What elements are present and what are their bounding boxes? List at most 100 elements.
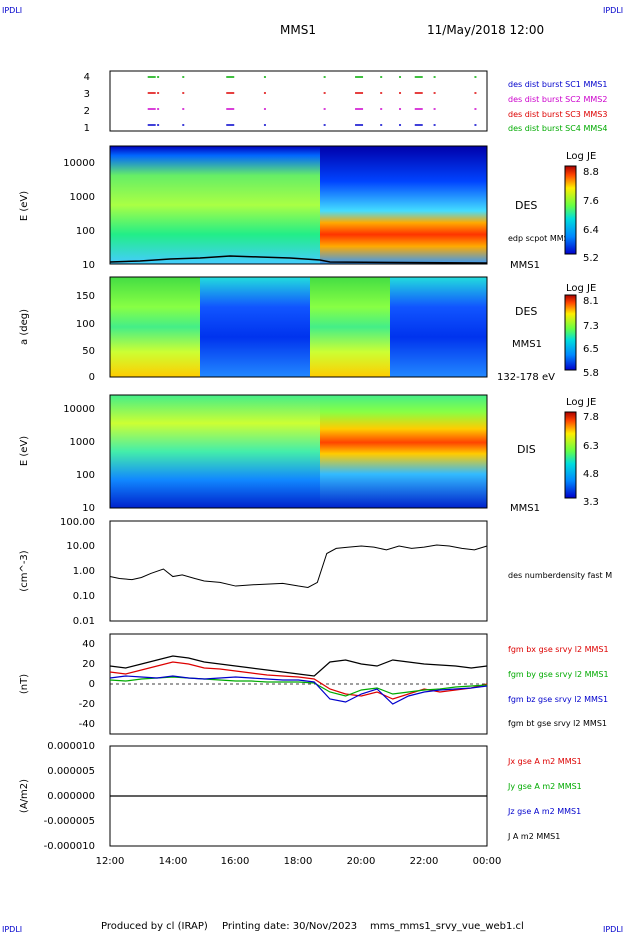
bfield-series-line bbox=[109, 675, 488, 705]
dis-energy-cbar-tick-3: 4.8 bbox=[583, 469, 599, 480]
pitch-cbar-tick-3: 6.5 bbox=[583, 344, 599, 355]
pitch-ytick-100: 100 bbox=[76, 319, 95, 330]
current-legend-jz: Jz gse A m2 MMS1 bbox=[507, 807, 581, 816]
dis-energy-cbar-tick-2: 6.3 bbox=[583, 441, 599, 452]
pitch-cbar-tick-4: 5.8 bbox=[583, 368, 599, 379]
current-ytick-pos10: 0.000010 bbox=[47, 741, 95, 752]
corner-label-top-left: IPDLI bbox=[2, 6, 22, 15]
current-ytick-neg10: -0.000010 bbox=[44, 841, 95, 852]
burst-legend-sc1: des dist burst SC1 MMS1 bbox=[508, 80, 607, 89]
dis-energy-sublabel: MMS1 bbox=[510, 503, 540, 514]
dis-energy-panel: 10000 1000 100 10 E (eV) DIS MMS1 Log JE… bbox=[19, 394, 599, 514]
dis-energy-region-2 bbox=[320, 395, 487, 508]
burst-ytick-1: 1 bbox=[84, 123, 90, 134]
des-energy-ytick-100: 100 bbox=[76, 226, 95, 237]
des-energy-ytick-10000: 10000 bbox=[63, 158, 95, 169]
pitch-ytick-0: 0 bbox=[89, 372, 95, 383]
pitch-region-4 bbox=[390, 277, 487, 377]
density-line bbox=[109, 544, 488, 588]
xtick-1400: 14:00 bbox=[159, 856, 188, 867]
pitch-region-1 bbox=[110, 277, 200, 377]
mission-title: MMS1 bbox=[280, 23, 316, 37]
dis-energy-ytick-1000: 1000 bbox=[70, 437, 95, 448]
bfield-lines bbox=[109, 655, 488, 705]
des-energy-label: DES bbox=[515, 199, 537, 212]
des-energy-ylabel: E (eV) bbox=[19, 191, 30, 221]
burst-legend-sc2: des dist burst SC2 MMS2 bbox=[508, 95, 607, 104]
des-energy-cbar-tick-3: 6.4 bbox=[583, 225, 599, 236]
xtick-1800: 18:00 bbox=[284, 856, 313, 867]
density-ytick-100: 100.00 bbox=[60, 517, 95, 528]
density-ytick-0.1: 0.10 bbox=[73, 591, 95, 602]
pitch-region-2 bbox=[200, 277, 310, 377]
dis-energy-region-1 bbox=[110, 395, 320, 508]
bfield-legend-by: fgm by gse srvy l2 MMS1 bbox=[508, 670, 609, 679]
dis-energy-ytick-100: 100 bbox=[76, 470, 95, 481]
current-ytick-pos5: 0.000005 bbox=[47, 766, 95, 777]
dis-energy-label: DIS bbox=[517, 443, 536, 456]
des-energy-frame bbox=[109, 145, 488, 265]
pitch-sublabel: MMS1 bbox=[512, 339, 542, 350]
des-energy-sublabel: MMS1 bbox=[510, 260, 540, 271]
des-energy-region-1 bbox=[110, 146, 320, 264]
density-panel: 100.00 10.00 1.00 0.10 0.01 (cm^-3) des … bbox=[19, 517, 612, 627]
burst-panel-frame bbox=[109, 70, 488, 132]
bfield-ytick-0: 0 bbox=[89, 679, 95, 690]
pitch-ytick-150: 150 bbox=[76, 291, 95, 302]
current-legend-jx: Jx gse A m2 MMS1 bbox=[507, 757, 582, 766]
bfield-ytick-neg20: -20 bbox=[79, 699, 95, 710]
dis-energy-ylabel: E (eV) bbox=[19, 436, 30, 466]
des-energy-colorbar bbox=[564, 165, 577, 255]
pitch-energy-range: 132-178 eV bbox=[497, 372, 555, 383]
bfield-legend-bz: fgm bz gse srvy l2 MMS1 bbox=[508, 695, 608, 704]
dis-energy-frame bbox=[109, 394, 488, 509]
footer-filename: mms_mms1_srvy_vue_web1.cl bbox=[370, 921, 524, 932]
density-frame bbox=[109, 520, 488, 622]
des-energy-cbar-tick-4: 5.2 bbox=[583, 253, 599, 264]
datetime-title: 11/May/2018 12:00 bbox=[427, 23, 544, 37]
bfield-series-line bbox=[109, 655, 488, 677]
burst-ytick-4: 4 bbox=[84, 72, 90, 83]
dis-energy-cbar-tick-4: 3.3 bbox=[583, 497, 599, 508]
bfield-ytick-neg40: -40 bbox=[79, 719, 95, 730]
des-energy-cbar-tick-2: 7.6 bbox=[583, 196, 599, 207]
dis-energy-cbar-tick-1: 7.8 bbox=[583, 412, 599, 423]
pitch-cbar-tick-1: 8.1 bbox=[583, 296, 599, 307]
dis-energy-colorbar-title: Log JE bbox=[566, 397, 596, 408]
bfield-series-line bbox=[109, 676, 488, 697]
current-panel: 0.000010 0.000005 0.000000 -0.000005 -0.… bbox=[19, 741, 582, 852]
pitch-colorbar bbox=[564, 294, 577, 371]
corner-label-bottom-left: IPDLI bbox=[2, 925, 22, 934]
des-energy-ytick-10: 10 bbox=[82, 260, 95, 271]
xtick-1200: 12:00 bbox=[96, 856, 125, 867]
burst-marks bbox=[147, 76, 477, 126]
current-ytick-neg5: -0.000005 bbox=[44, 816, 95, 827]
des-pitch-frame bbox=[109, 276, 488, 378]
corner-label-top-right: IPDLI bbox=[603, 6, 623, 15]
pitch-colorbar-title: Log JE bbox=[566, 283, 596, 294]
pitch-region-3 bbox=[310, 277, 390, 377]
bfield-legend-bx: fgm bx gse srvy l2 MMS1 bbox=[508, 645, 609, 654]
current-ylabel: (A/m2) bbox=[19, 779, 30, 813]
current-legend-j: J A m2 MMS1 bbox=[507, 832, 560, 841]
scpot-line bbox=[109, 255, 488, 264]
des-energy-region-2 bbox=[320, 146, 487, 264]
des-energy-colorbar-title: Log JE bbox=[566, 151, 596, 162]
dis-energy-ytick-10: 10 bbox=[82, 503, 95, 514]
footer-printing-date: Printing date: 30/Nov/2023 bbox=[222, 921, 357, 932]
dis-energy-ytick-10000: 10000 bbox=[63, 404, 95, 415]
corner-label-bottom-right: IPDLI bbox=[603, 925, 623, 934]
bfield-panel: 40 20 0 -20 -40 (nT) fgm bx gse srvy l2 … bbox=[19, 633, 609, 735]
density-ytick-1: 1.00 bbox=[73, 566, 95, 577]
footer-produced-by: Produced by cl (IRAP) bbox=[101, 921, 208, 932]
pitch-ylabel: a (deg) bbox=[19, 309, 30, 345]
des-energy-ytick-1000: 1000 bbox=[70, 192, 95, 203]
current-ytick-0: 0.000000 bbox=[47, 791, 95, 802]
burst-ytick-2: 2 bbox=[84, 106, 90, 117]
xtick-2000: 20:00 bbox=[347, 856, 376, 867]
burst-ytick-3: 3 bbox=[84, 89, 90, 100]
scpot-legend: edp scpot MMS1 bbox=[508, 234, 574, 243]
density-ylabel: (cm^-3) bbox=[19, 550, 30, 591]
des-pitch-panel: 150 100 50 0 a (deg) DES MMS1 132-178 eV… bbox=[19, 276, 599, 383]
